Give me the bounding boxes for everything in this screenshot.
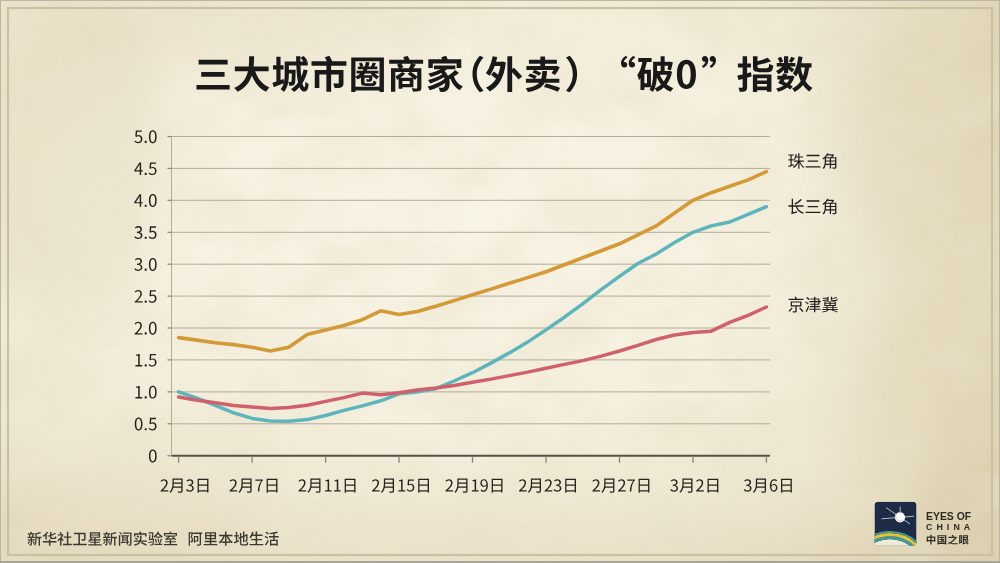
- svg-text:EYES OF: EYES OF: [926, 510, 971, 522]
